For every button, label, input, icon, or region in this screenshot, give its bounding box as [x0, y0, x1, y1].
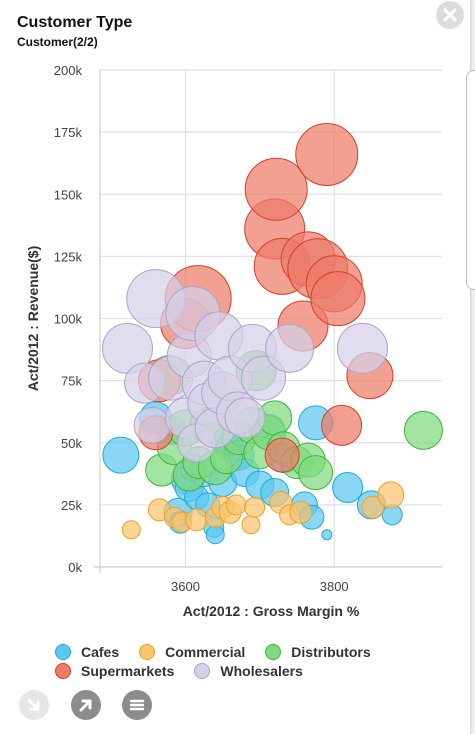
- x-tick-label: 3800: [320, 579, 349, 594]
- bubble-wholesalers: [224, 397, 266, 439]
- y-tick-label: 75k: [61, 374, 82, 389]
- arrow-down-right-icon: [27, 698, 40, 711]
- y-axis-title: Act/2012 : Revenue($): [25, 246, 41, 392]
- bubble-supermarkets: [321, 404, 363, 446]
- y-tick-label: 125k: [54, 249, 83, 264]
- close-button[interactable]: [436, 1, 464, 29]
- legend-swatch: [55, 643, 71, 660]
- bubble-wholesalers: [133, 406, 171, 444]
- legend-label: Distributors: [291, 643, 371, 660]
- legend-item-distributors[interactable]: Distributors: [265, 643, 371, 660]
- legend-swatch: [194, 662, 211, 679]
- expand-button[interactable]: [71, 690, 101, 720]
- legend-swatch: [55, 662, 71, 679]
- chart-subtitle: Customer(2/2): [17, 35, 98, 49]
- bubble-supermarkets: [295, 122, 359, 186]
- bubble-commercial: [241, 515, 261, 535]
- y-tick-label: 175k: [54, 125, 83, 140]
- legend-label: Commercial: [165, 643, 246, 660]
- close-icon: [443, 8, 457, 22]
- legend-swatch: [139, 643, 156, 660]
- chart-legend: Cafes Commercial Distributors Supermarkets W…: [55, 642, 455, 680]
- legend-label: Wholesalers: [220, 662, 303, 679]
- bubble-cafes: [102, 436, 140, 474]
- bubble-supermarkets: [310, 271, 366, 327]
- y-tick-label: 25k: [61, 498, 82, 513]
- bubble-cafes: [332, 471, 364, 503]
- drill-down-button[interactable]: [19, 690, 49, 720]
- y-tick-label: 0k: [68, 560, 82, 575]
- hamburger-menu-icon: [129, 699, 145, 711]
- chart-title: Customer Type: [17, 14, 133, 31]
- scatter-chart: 0k 25k 50k 75k 100k 125k 150k 175k 200k 3600 3800 A…: [25, 63, 443, 619]
- legend-row: Cafes Commercial Distributors: [55, 642, 455, 661]
- y-tick-label: 150k: [54, 187, 83, 202]
- bubble-cafes: [205, 525, 225, 545]
- bubble-commercial: [225, 494, 247, 516]
- x-axis-title: Act/2012 : Gross Margin %: [183, 603, 360, 619]
- bubble-commercial: [244, 496, 266, 518]
- bubble-wholesalers: [336, 322, 388, 374]
- y-tick-label: 100k: [54, 312, 83, 327]
- legend-swatch: [265, 643, 282, 660]
- y-tick-label: 200k: [54, 63, 83, 78]
- legend-label: Cafes: [81, 643, 120, 660]
- bubble-commercial: [377, 481, 405, 509]
- bubble-commercial: [185, 508, 209, 532]
- legend-item-supermarkets[interactable]: Supermarkets: [55, 662, 175, 679]
- legend-label: Supermarkets: [81, 662, 175, 679]
- bubble-distributors: [403, 410, 443, 450]
- bubble-commercial: [289, 500, 313, 524]
- x-tick-label: 3600: [171, 579, 200, 594]
- legend-item-commercial[interactable]: Commercial: [139, 643, 246, 660]
- y-tick-label: 50k: [61, 436, 82, 451]
- bubble-wholesalers: [265, 323, 315, 373]
- bubble-supermarkets: [244, 157, 308, 221]
- bubble-cafes: [321, 529, 333, 541]
- menu-button[interactable]: [122, 690, 152, 720]
- bubble-commercial: [121, 520, 141, 540]
- arrow-up-right-icon: [79, 699, 92, 712]
- side-panel-tab[interactable]: [466, 70, 475, 290]
- legend-row: Supermarkets Wholesalers: [55, 661, 455, 680]
- legend-item-wholesalers[interactable]: Wholesalers: [194, 662, 303, 679]
- bubble-commercial: [361, 495, 385, 519]
- legend-item-cafes[interactable]: Cafes: [55, 643, 120, 660]
- bubble-supermarkets: [264, 437, 300, 473]
- bubble-distributors: [298, 455, 334, 491]
